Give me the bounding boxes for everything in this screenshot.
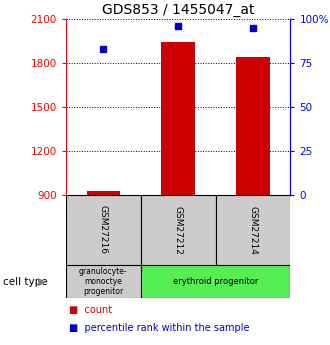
Text: granulocyte-
monoctye
progenitor: granulocyte- monoctye progenitor <box>79 267 128 296</box>
Bar <box>215 195 290 265</box>
Text: GSM27216: GSM27216 <box>99 205 108 255</box>
Bar <box>86 191 120 195</box>
Title: GDS853 / 1455047_at: GDS853 / 1455047_at <box>102 2 254 17</box>
Text: GSM27214: GSM27214 <box>248 206 257 254</box>
Bar <box>141 265 290 298</box>
Bar <box>66 265 141 298</box>
Text: ■  percentile rank within the sample: ■ percentile rank within the sample <box>69 323 250 333</box>
Text: ▶: ▶ <box>38 277 47 286</box>
Bar <box>161 42 195 195</box>
Text: cell type: cell type <box>3 277 51 286</box>
Text: erythroid progenitor: erythroid progenitor <box>173 277 258 286</box>
Text: ■  count: ■ count <box>69 305 113 315</box>
Bar <box>66 195 141 265</box>
Bar <box>236 57 270 195</box>
Bar <box>141 195 215 265</box>
Text: GSM27212: GSM27212 <box>174 206 183 254</box>
